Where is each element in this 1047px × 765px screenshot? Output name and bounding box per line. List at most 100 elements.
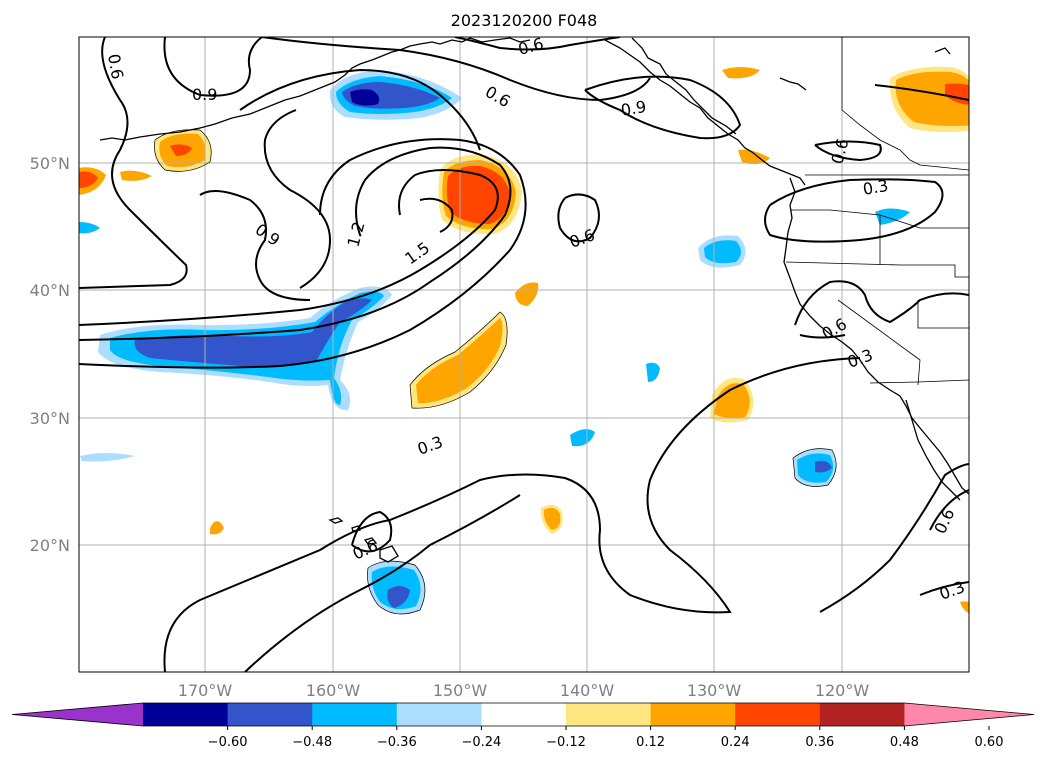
anomaly-orange-west-core [170,144,192,156]
colorbar-segment [312,703,398,726]
map-frame [78,36,970,673]
contour-03-washington [764,178,944,243]
anomaly-blue-washington [875,208,910,225]
latitude-labels: 50°N 40°N 30°N 20°N [30,154,70,555]
colorbar-tick-label: 0.48 [890,735,919,750]
contour-09-west [199,190,311,301]
hawaii-island-3 [363,537,378,545]
bc-inner-coast [631,37,737,135]
contour-label: 0.9 [192,85,217,104]
anomaly-small-blue-4 [80,453,135,462]
lon-label-130w: 130°W [687,681,742,700]
colorbar-segment [650,703,736,726]
anomaly-small-orange-3 [722,67,760,79]
anomaly-outlines [154,129,837,615]
colorbar-tick-label: 0.60 [975,735,1004,750]
outline-baja [792,448,837,487]
anomaly-small-orange-6 [210,521,224,535]
state-border-5 [917,300,969,329]
contour-label: 0.6 [104,52,127,80]
colorbar-segment [396,703,482,726]
contour-09-ring [79,138,527,369]
contour-06-northeast [874,84,969,101]
anomaly-blue-band-core [134,298,372,367]
colorbar-tick-label: 0.24 [721,735,750,750]
contour-06-loop [557,193,600,243]
contour-09-northwest [163,37,263,97]
colorbar-segment [566,703,652,726]
anomaly-alaska-peak [350,89,380,106]
anomaly-small-orange-2 [120,170,152,181]
map-title: 2023120200 F048 [451,11,598,30]
contour-09-inner [263,109,332,289]
lon-label-170w: 170°W [178,681,233,700]
contour-06-south [244,494,521,672]
anomaly-orange-coast [714,383,750,418]
canada-boundary [841,37,969,171]
contour-label: 0.9 [619,97,647,120]
contour-06-bc [814,140,882,162]
contour-06-oregon [794,280,969,326]
contour-06-hawaii [351,510,393,553]
contour-09-east [584,75,742,140]
contour-03-south [163,357,861,672]
anomaly-small-blue-3 [646,362,660,382]
anomaly-small-blue-1 [79,222,100,234]
anomaly-orange-elongated [416,318,503,404]
longitude-labels: 170°W 160°W 150°W 140°W 130°W 120°W [178,681,870,700]
lon-label-150w: 150°W [433,681,488,700]
hawaii-island-4 [379,545,399,563]
contour-label: 0.6 [516,34,546,59]
borders [785,37,969,386]
contour-18-inner [419,197,454,233]
shaded-anomalies [79,66,969,614]
colorbar-tick-label: −0.24 [461,735,501,750]
colorbar: −0.60 −0.48 −0.36 −0.24 −0.12 0.12 0.24 0.36 0.4… [11,702,1035,750]
anomaly-small-orange-1 [515,282,539,306]
lon-label-140w: 140°W [560,681,615,700]
colorbar-tick-label: −0.12 [546,735,586,750]
lat-label-50n: 50°N [30,154,70,173]
lon-label-160w: 160°W [306,681,361,700]
contour-09-north [239,68,481,151]
contour-06-west [79,37,188,289]
colorbar-segment [735,703,821,726]
colorbar-segment [819,703,905,726]
aleutian-coast [99,63,361,141]
coastlines [99,37,969,563]
lon-label-120w: 120°W [815,681,870,700]
state-border-4 [837,299,921,386]
mexico-border [869,379,969,384]
alaska-coast [359,37,471,65]
state-border-2 [785,261,969,278]
colorbar-extend-max [904,703,1034,726]
contour-06-baja [929,489,969,531]
lat-label-30n: 30°N [30,409,70,428]
colorbar-outline [11,702,1035,727]
colorbar-tick-label: −0.36 [377,735,417,750]
colorbar-segment [227,703,313,726]
outline-hawaii [367,560,426,615]
colorbar-tick-label: 0.12 [636,735,665,750]
hawaii-island-1 [328,517,344,524]
contour-06-north [261,37,651,102]
outline-orange-elongated [409,311,508,409]
anomaly-hawaii-core [387,586,410,608]
colorbar-extend-min [12,703,143,726]
colorbar-tick-label: −0.60 [208,735,248,750]
graticule [79,37,969,672]
contour-03-california [799,334,846,339]
contour-03-mexico [919,581,969,596]
contour-03-southeast [819,463,969,613]
contours [79,37,969,672]
contour-15 [79,169,499,326]
anomaly-small-orange-7 [960,601,969,614]
lat-label-40n: 40°N [30,281,70,300]
us-west-coast [783,177,969,495]
alaska-gulf-coast [469,37,531,43]
contour-06-alaska [454,37,621,51]
contour-12 [79,146,512,341]
outline-orange-west [154,129,212,172]
anomaly-left-edge-core [79,171,98,188]
